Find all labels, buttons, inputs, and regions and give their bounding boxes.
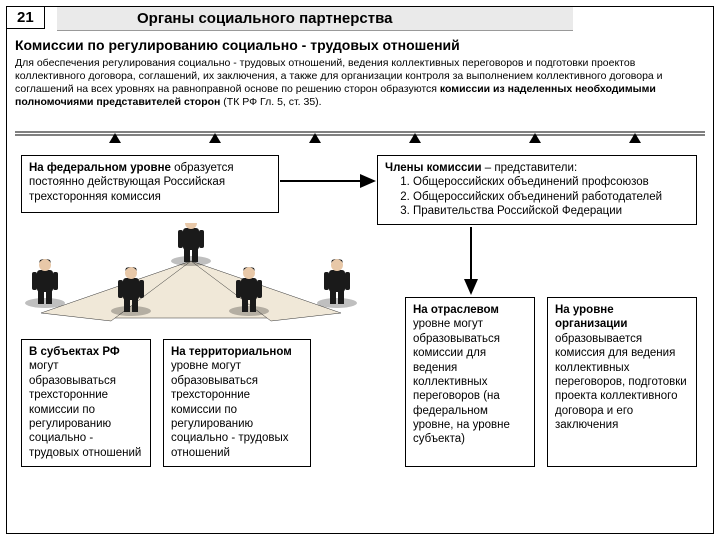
arrow-members-down bbox=[459, 227, 483, 295]
members-lead-bold: Члены комиссии bbox=[385, 162, 482, 174]
members-list: Общероссийских объединений профсоюзов Об… bbox=[413, 175, 689, 218]
territorial-text: уровне могут образовываться трехсторонни… bbox=[171, 360, 288, 458]
subjects-text: могут образовываться трехсторонние комис… bbox=[29, 360, 141, 458]
federal-box: На федеральном уровне образуется постоян… bbox=[21, 155, 279, 213]
territorial-bold: На территориальном bbox=[171, 346, 292, 358]
subjects-bold: В субъектах РФ bbox=[29, 346, 120, 358]
organization-text: образовывается комиссия для ведения колл… bbox=[555, 333, 687, 431]
slide-frame: 21 Органы социального партнерства Комисс… bbox=[6, 6, 714, 534]
subjects-box: В субъектах РФ могут образовываться трех… bbox=[21, 339, 151, 467]
intro-text: Для обеспечения регулирования социально … bbox=[15, 57, 705, 110]
members-item: Общероссийских объединений работодателей bbox=[413, 190, 689, 204]
members-item: Общероссийских объединений профсоюзов bbox=[413, 175, 689, 189]
branch-bold: На отраслевом bbox=[413, 304, 499, 316]
intro-block: Комиссии по регулированию социально - тр… bbox=[15, 37, 705, 110]
members-box: Члены комиссии – представители: Общеросс… bbox=[377, 155, 697, 225]
organization-box: На уровне организации образовывается ком… bbox=[547, 297, 697, 467]
federal-bold: На федеральном уровне bbox=[29, 162, 171, 174]
arrow-fed-members bbox=[280, 169, 376, 193]
intro-heading: Комиссии по регулированию социально - тр… bbox=[15, 37, 705, 53]
members-lead-rest: – представители: bbox=[482, 162, 578, 174]
branch-box: На отраслевом уровне могут образовыватьс… bbox=[405, 297, 535, 467]
people-illustration bbox=[21, 223, 361, 333]
slide-number: 21 bbox=[7, 7, 45, 29]
members-item: Правительства Российской Федерации bbox=[413, 204, 689, 218]
territorial-box: На территориальном уровне могут образовы… bbox=[163, 339, 311, 467]
slide-title: Органы социального партнерства bbox=[57, 7, 573, 31]
branch-text: уровне могут образовываться комиссии для… bbox=[413, 318, 510, 445]
organization-bold: На уровне организации bbox=[555, 304, 627, 330]
divider-arrows bbox=[15, 129, 705, 143]
